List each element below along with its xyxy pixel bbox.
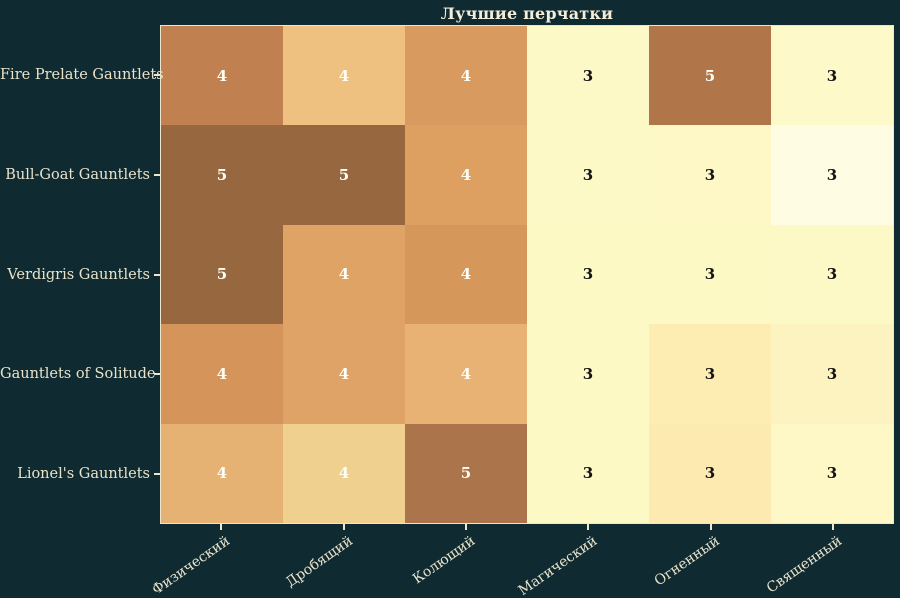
heatmap-cell: 5: [649, 26, 771, 126]
heatmap-cell: 3: [527, 125, 649, 225]
heatmap-cell: 4: [283, 224, 405, 325]
cell-value: 3: [826, 364, 838, 383]
heatmap-cell: 4: [405, 26, 527, 126]
cell-value: 5: [704, 66, 716, 85]
cell-value: 3: [582, 166, 594, 185]
cell-value: 3: [704, 364, 716, 383]
heatmap-cell: 4: [161, 26, 283, 126]
heatmap-cell: 3: [527, 224, 649, 325]
cell-value: 4: [460, 364, 472, 383]
cell-value: 3: [704, 265, 716, 284]
heatmap-grid: 4 4 4 3 5 3 5 5 4 3 3 3 5 4 4 3 3 3 4 4 4 3 3 3 4 4 5 3 3 3: [161, 26, 893, 523]
cell-value: 5: [216, 265, 228, 284]
y-tick-label: Gauntlets of Solitude: [0, 366, 156, 383]
y-tick-mark: [154, 273, 160, 276]
cell-value: 3: [582, 66, 594, 85]
cell-value: 3: [704, 166, 716, 185]
cell-value: 3: [826, 464, 838, 483]
x-tick-label: Огненный: [651, 533, 723, 590]
cell-value: 4: [216, 464, 228, 483]
y-tick-label: Fire Prelate Gauntlets: [0, 66, 164, 83]
y-tick-mark: [154, 373, 160, 376]
heatmap-cell: 5: [405, 423, 527, 523]
cell-value: 4: [216, 364, 228, 383]
x-tick-mark: [709, 524, 712, 530]
heatmap-cell: 3: [649, 324, 771, 424]
heatmap-cell: 4: [405, 224, 527, 325]
cell-value: 3: [826, 265, 838, 284]
cell-value: 4: [216, 66, 228, 85]
x-tick-mark: [831, 524, 834, 530]
heatmap-cell: 3: [771, 125, 893, 225]
x-tick-label: Священный: [763, 533, 846, 597]
heatmap-cell: 3: [649, 125, 771, 225]
heatmap-cell: 4: [283, 324, 405, 424]
heatmap-cell: 4: [405, 324, 527, 424]
cell-value: 4: [460, 265, 472, 284]
x-tick-label: Магический: [515, 533, 601, 598]
cell-value: 3: [826, 66, 838, 85]
heatmap-cell: 3: [649, 224, 771, 325]
heatmap-cell: 4: [161, 423, 283, 523]
y-tick-mark: [154, 73, 160, 76]
heatmap-cell: 4: [161, 324, 283, 424]
heatmap-cell: 3: [527, 324, 649, 424]
x-tick-label: Колющий: [409, 533, 479, 588]
cell-value: 3: [582, 364, 594, 383]
heatmap-cell: 3: [527, 423, 649, 523]
cell-value: 3: [704, 464, 716, 483]
heatmap-cell: 3: [527, 26, 649, 126]
heatmap-cell: 3: [771, 324, 893, 424]
heatmap-cell: 5: [161, 125, 283, 225]
cell-value: 4: [338, 66, 350, 85]
heatmap-cell: 4: [283, 26, 405, 126]
heatmap-cell: 3: [771, 224, 893, 325]
heatmap-cell: 5: [283, 125, 405, 225]
cell-value: 4: [460, 66, 472, 85]
x-tick-mark: [220, 524, 223, 530]
x-tick-mark: [587, 524, 590, 530]
cell-value: 5: [338, 166, 350, 185]
y-tick-label: Verdigris Gauntlets: [7, 266, 150, 283]
heatmap-cell: 5: [161, 224, 283, 325]
cell-value: 3: [582, 464, 594, 483]
x-tick-mark: [342, 524, 345, 530]
heatmap-axes: 4 4 4 3 5 3 5 5 4 3 3 3 5 4 4 3 3 3 4 4 4 3 3 3 4 4 5 3 3 3: [160, 25, 894, 524]
y-tick-label: Bull-Goat Gauntlets: [5, 166, 150, 183]
x-tick-mark: [464, 524, 467, 530]
x-tick-label: Дробящий: [282, 533, 356, 591]
x-tick-label: Физический: [149, 533, 234, 598]
heatmap-cell: 3: [771, 26, 893, 126]
cell-value: 3: [826, 166, 838, 185]
cell-value: 4: [338, 265, 350, 284]
cell-value: 4: [460, 166, 472, 185]
cell-value: 5: [460, 464, 472, 483]
cell-value: 4: [338, 364, 350, 383]
heatmap-cell: 4: [283, 423, 405, 523]
chart-title: Лучшие перчатки: [440, 4, 614, 23]
cell-value: 3: [582, 265, 594, 284]
cell-value: 4: [338, 464, 350, 483]
y-tick-mark: [154, 173, 160, 176]
y-tick-label: Lionel's Gauntlets: [17, 466, 150, 483]
heatmap-cell: 4: [405, 125, 527, 225]
y-tick-mark: [154, 473, 160, 476]
heatmap-cell: 3: [649, 423, 771, 523]
cell-value: 5: [216, 166, 228, 185]
heatmap-cell: 3: [771, 423, 893, 523]
